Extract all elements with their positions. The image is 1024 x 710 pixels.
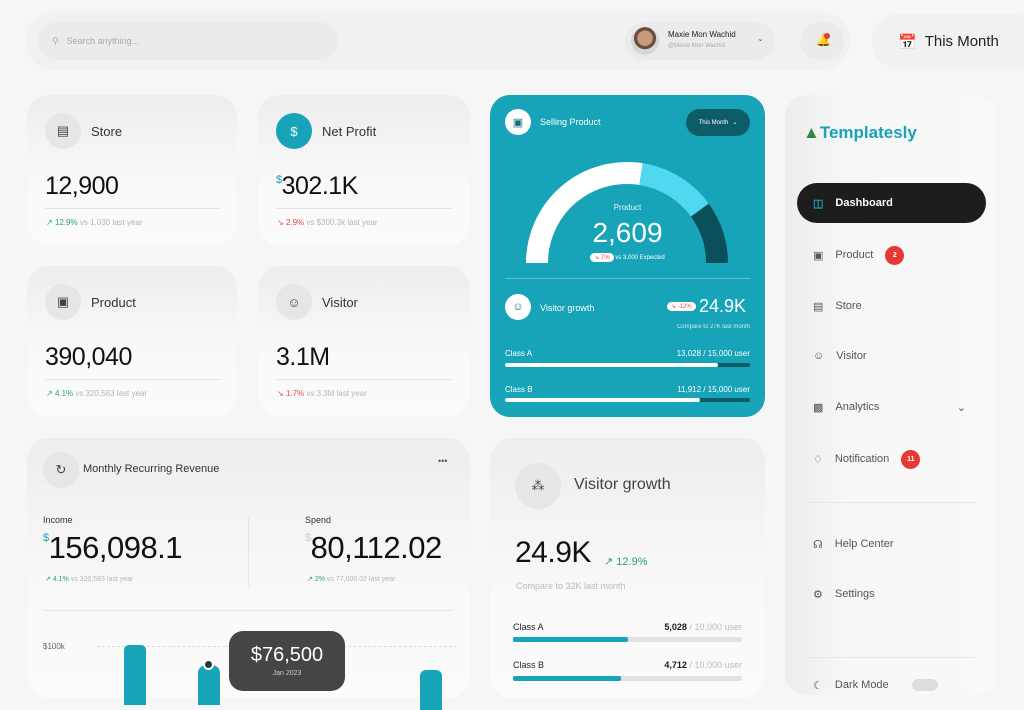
period-dropdown[interactable]: This Month ⌄ xyxy=(686,109,750,136)
chart-bar[interactable] xyxy=(420,670,442,710)
store-icon: ▤ xyxy=(45,113,81,149)
store-icon: ▤ xyxy=(813,300,824,313)
visitor-growth-card: ⁂ Visitor growth 24.9K ↗ 12.9% Compare t… xyxy=(490,438,765,698)
chart-icon: ▩ xyxy=(813,401,824,414)
sidebar-item-notification[interactable]: ♢ Notification 11 xyxy=(797,439,986,479)
users-icon: ⁂ xyxy=(515,463,561,509)
period-selector[interactable]: 📅 This Month xyxy=(872,14,1024,69)
chart-bar[interactable] xyxy=(124,645,146,705)
face-icon: ☺ xyxy=(813,350,825,362)
chevron-down-icon: ⌄ xyxy=(732,120,738,126)
mrr-card: ↻ Monthly Recurring Revenue ••• Income $… xyxy=(27,438,470,710)
sidebar-item-store[interactable]: ▤ Store xyxy=(813,300,862,313)
sidebar: ▲Templatesly ◫ Dashboard ▣ Product 2 ▤ Store… xyxy=(785,95,997,695)
stat-card-net-profit: $ Net Profit $302.1K ↘ 2.9% vs $300.3k l… xyxy=(258,95,470,245)
sidebar-item-analytics[interactable]: ▩ Analytics ⌄ xyxy=(813,401,966,414)
chart-bar-active[interactable] xyxy=(198,665,220,705)
sidebar-item-settings[interactable]: ⚙ Settings xyxy=(813,588,875,601)
dollar-icon: $ xyxy=(276,113,312,149)
user-menu[interactable]: Maxie Mon Wachid @Maxie Mon Wachid ⌄ xyxy=(625,22,775,60)
face-icon: ☺ xyxy=(505,294,531,320)
logo: ▲Templatesly xyxy=(803,123,917,142)
bell-icon: ♢ xyxy=(813,453,823,466)
gauge-chart xyxy=(526,162,728,264)
archive-icon: ▣ xyxy=(505,109,531,135)
stat-card-store: ▤ Store 12,900 ↗ 12.9% vs 1,030 last yea… xyxy=(27,95,237,245)
refresh-dollar-icon: ↻ xyxy=(43,452,79,488)
selling-product-card: ▣ Selling Product This Month ⌄ Product 2,… xyxy=(490,95,765,417)
moon-icon: ☾ xyxy=(813,679,823,692)
face-icon: ☺ xyxy=(276,284,312,320)
class-b-progress xyxy=(505,398,750,402)
headset-icon: ☊ xyxy=(813,538,823,551)
notification-dot xyxy=(824,33,830,39)
notification-button[interactable]: 🔔 xyxy=(800,22,844,60)
archive-icon: ▣ xyxy=(45,284,81,320)
gear-icon: ⚙ xyxy=(813,588,823,601)
chevron-down-icon: ⌄ xyxy=(757,34,764,43)
class-a-progress xyxy=(513,637,742,642)
sidebar-item-visitor[interactable]: ☺ Visitor xyxy=(813,350,867,362)
search-icon: ⚲ xyxy=(52,35,59,46)
archive-icon: ▣ xyxy=(813,249,824,262)
avatar xyxy=(631,27,659,55)
chart-tooltip: $76,500 Jan 2023 xyxy=(229,631,345,691)
more-button[interactable]: ••• xyxy=(438,456,448,466)
y-tick-label: $100k xyxy=(43,642,65,651)
layout-icon: ◫ xyxy=(813,197,824,210)
chevron-down-icon: ⌄ xyxy=(956,401,966,414)
stat-card-visitor: ☺ Visitor 3.1M ↘ 1.7% vs 3.3M last year xyxy=(258,266,470,416)
sidebar-item-help-center[interactable]: ☊ Help Center xyxy=(813,538,894,551)
dark-mode-toggle-row[interactable]: ☾ Dark Mode xyxy=(797,665,986,705)
notification-badge: 11 xyxy=(901,449,921,469)
gauge-segment xyxy=(526,162,643,264)
search-input[interactable]: ⚲ Search anything... xyxy=(38,22,338,60)
class-a-progress xyxy=(505,363,750,367)
product-badge: 2 xyxy=(885,245,905,265)
dark-mode-toggle[interactable] xyxy=(912,679,938,691)
sidebar-item-product[interactable]: ▣ Product 2 xyxy=(797,235,986,275)
gauge-segment xyxy=(690,203,728,264)
calendar-icon: 📅 xyxy=(898,33,917,51)
gauge-segment xyxy=(638,163,709,217)
sidebar-item-dashboard[interactable]: ◫ Dashboard xyxy=(797,183,986,223)
stat-card-product: ▣ Product 390,040 ↗ 4.1% vs 320,583 last… xyxy=(27,266,237,416)
class-b-progress xyxy=(513,676,742,681)
chart-point xyxy=(203,659,214,670)
